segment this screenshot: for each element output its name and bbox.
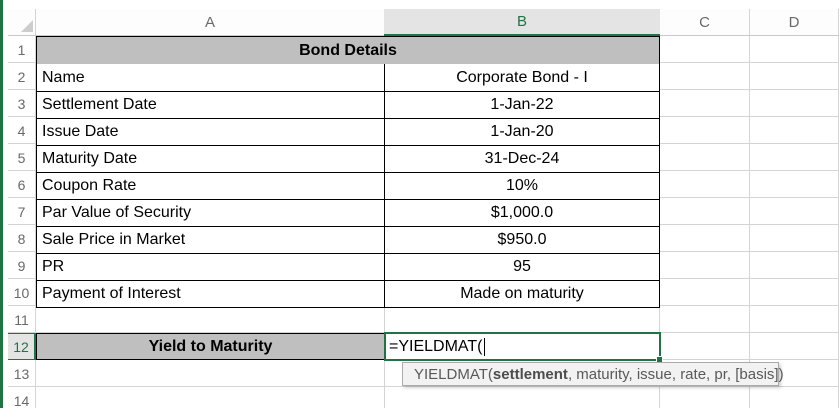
tooltip-function-name: YIELDMAT( — [414, 365, 493, 383]
row-header-11[interactable]: 11 — [8, 306, 35, 333]
cell-a1-bond-details-title[interactable]: Bond Details — [37, 37, 659, 64]
row-header-6-label: 6 — [17, 176, 26, 193]
cell-settlement-date-value[interactable]: 1-Jan-22 — [385, 92, 659, 118]
cell-maturity-date-label[interactable]: Maturity Date — [37, 146, 385, 172]
table-row: Maturity Date 31-Dec-24 — [37, 145, 659, 172]
issue-date-value: 1-Jan-20 — [490, 123, 554, 140]
cell-name-label[interactable]: Name — [37, 64, 385, 91]
payment-interest-value: Made on maturity — [460, 285, 584, 302]
pr-label: PR — [42, 258, 65, 275]
column-header-a[interactable]: A — [36, 9, 384, 35]
row-header-4[interactable]: 4 — [8, 117, 35, 144]
select-all-triangle-icon — [21, 20, 33, 32]
payment-interest-label: Payment of Interest — [42, 285, 181, 302]
par-value-label: Par Value of Security — [42, 204, 192, 221]
name-label: Name — [42, 68, 85, 86]
cell-par-value-value[interactable]: $1,000.0 — [385, 200, 659, 226]
table-row: Issue Date 1-Jan-20 — [37, 118, 659, 145]
yield-to-maturity-label: Yield to Maturity — [148, 337, 273, 355]
table-row: Coupon Rate 10% — [37, 172, 659, 199]
row-header-10[interactable]: 10 — [8, 279, 35, 306]
text-cursor — [483, 337, 485, 356]
row-header-13[interactable]: 13 — [8, 360, 35, 387]
pr-value: 95 — [513, 258, 531, 275]
function-hint-tooltip: YIELDMAT(settlement, maturity, issue, ra… — [402, 362, 784, 386]
bond-details-title-label: Bond Details — [299, 41, 397, 59]
cell-issue-date-label[interactable]: Issue Date — [37, 119, 385, 145]
table-row: Payment of Interest Made on maturity — [37, 280, 659, 307]
active-cell-b12-formula[interactable]: =YIELDMAT( — [384, 332, 663, 363]
cell-coupon-rate-label[interactable]: Coupon Rate — [37, 173, 385, 199]
sale-price-label: Sale Price in Market — [42, 231, 186, 248]
row-header-3-label: 3 — [17, 95, 26, 112]
row-header-1[interactable]: 1 — [8, 36, 35, 63]
cell-payment-interest-label[interactable]: Payment of Interest — [37, 281, 385, 307]
table-row: Name Corporate Bond - I — [37, 64, 659, 91]
maturity-date-value: 31-Dec-24 — [484, 150, 560, 167]
column-header-b[interactable]: B — [384, 9, 660, 36]
par-value-value: $1,000.0 — [490, 204, 554, 221]
row-header-1-label: 1 — [17, 41, 26, 58]
select-all-corner[interactable] — [8, 9, 35, 35]
cell-payment-interest-value[interactable]: Made on maturity — [385, 281, 659, 307]
column-header-c[interactable]: C — [660, 9, 749, 35]
row-header-12-label: 12 — [13, 338, 29, 355]
table-row: PR 95 — [37, 253, 659, 280]
cell-settlement-date-label[interactable]: Settlement Date — [37, 92, 385, 118]
settlement-date-value: 1-Jan-22 — [490, 96, 554, 113]
row-header-5[interactable]: 5 — [8, 144, 35, 171]
table-row: Settlement Date 1-Jan-22 — [37, 91, 659, 118]
row-header-10-label: 10 — [13, 284, 30, 301]
table-row: Par Value of Security $1,000.0 — [37, 199, 659, 226]
coupon-rate-label: Coupon Rate — [42, 177, 137, 194]
window-edge-strip — [0, 0, 3, 408]
table-row: Sale Price in Market $950.0 — [37, 226, 659, 253]
cell-issue-date-value[interactable]: 1-Jan-20 — [385, 119, 659, 145]
row-header-3[interactable]: 3 — [8, 90, 35, 117]
coupon-rate-value: 10% — [505, 177, 539, 194]
row-header-12[interactable]: 12 — [8, 333, 36, 360]
row-header-9-label: 9 — [17, 257, 26, 274]
cell-par-value-label[interactable]: Par Value of Security — [37, 200, 385, 226]
column-header-a-label: A — [204, 13, 215, 31]
cell-pr-value[interactable]: 95 — [385, 254, 659, 280]
sale-price-value: $950.0 — [497, 231, 547, 248]
row-header-5-label: 5 — [17, 149, 26, 166]
row-header-13-label: 13 — [13, 365, 30, 382]
cell-name-value[interactable]: Corporate Bond - I — [385, 64, 659, 91]
settlement-date-label: Settlement Date — [42, 96, 157, 113]
row-header-2-label: 2 — [17, 68, 26, 85]
column-header-b-label: B — [516, 13, 527, 30]
formula-text: =YIELDMAT( — [389, 337, 483, 355]
row-header-9[interactable]: 9 — [8, 252, 35, 279]
cell-coupon-rate-value[interactable]: 10% — [385, 173, 659, 199]
gridline-col-c-d — [749, 9, 750, 408]
cell-maturity-date-value[interactable]: 31-Dec-24 — [385, 146, 659, 172]
cell-yield-to-maturity-label[interactable]: Yield to Maturity — [36, 333, 385, 360]
row-header-8-label: 8 — [17, 230, 26, 247]
cell-sale-price-label[interactable]: Sale Price in Market — [37, 227, 385, 253]
row-header-4-label: 4 — [17, 122, 26, 139]
cell-pr-label[interactable]: PR — [37, 254, 385, 280]
tooltip-active-argument: settlement — [492, 365, 568, 383]
gridline-rowheader-right — [35, 9, 36, 408]
column-header-c-label: C — [699, 13, 710, 31]
tooltip-remaining-arguments: , maturity, issue, rate, pr, [basis]) — [567, 365, 784, 383]
row-header-11-label: 11 — [14, 311, 29, 328]
row-header-2[interactable]: 2 — [8, 63, 35, 90]
row-header-8[interactable]: 8 — [8, 225, 35, 252]
row-header-7[interactable]: 7 — [8, 198, 35, 225]
cell-sale-price-value[interactable]: $950.0 — [385, 227, 659, 253]
bond-details-table: Bond Details Name Corporate Bond - I Set… — [36, 36, 660, 308]
column-header-d[interactable]: D — [750, 9, 838, 35]
row-header-7-label: 7 — [17, 203, 26, 220]
row-header-14[interactable]: 14 — [8, 387, 35, 408]
issue-date-label: Issue Date — [42, 123, 119, 140]
row-header-6[interactable]: 6 — [8, 171, 35, 198]
name-value: Corporate Bond - I — [456, 68, 588, 86]
column-header-d-label: D — [788, 13, 800, 31]
maturity-date-label: Maturity Date — [42, 150, 138, 167]
row-header-14-label: 14 — [13, 392, 30, 408]
